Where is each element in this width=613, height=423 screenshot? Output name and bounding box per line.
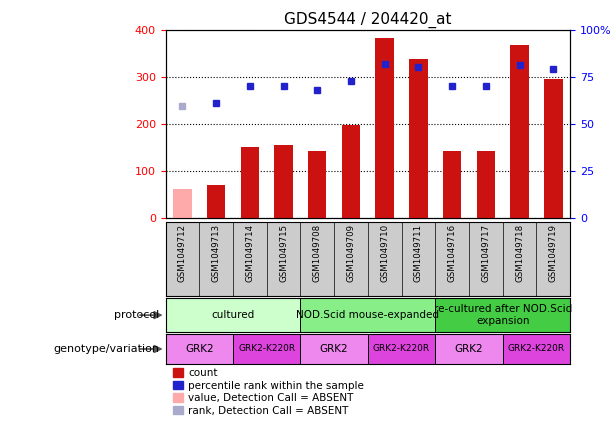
Text: GRK2: GRK2 [455, 344, 483, 354]
Text: GSM1049709: GSM1049709 [346, 224, 356, 282]
Bar [274, 145, 293, 218]
Text: GSM1049715: GSM1049715 [279, 224, 288, 283]
Bar [207, 185, 226, 218]
Bar [503, 334, 570, 364]
Bar [240, 147, 259, 218]
Bar [173, 189, 192, 218]
Text: GSM1049716: GSM1049716 [447, 224, 457, 283]
Bar [233, 334, 300, 364]
Text: GRK2-K220R: GRK2-K220R [508, 344, 565, 354]
Text: genotype/variation: genotype/variation [53, 344, 159, 354]
Bar [368, 334, 435, 364]
Text: GSM1049708: GSM1049708 [313, 224, 322, 283]
Bar [300, 334, 368, 364]
Text: GRK2: GRK2 [320, 344, 348, 354]
Text: GSM1049719: GSM1049719 [549, 224, 558, 282]
Bar [435, 298, 570, 332]
Text: GSM1049710: GSM1049710 [380, 224, 389, 283]
Text: protocol: protocol [114, 310, 159, 320]
Bar [166, 334, 233, 364]
Bar [166, 298, 300, 332]
Text: GRK2-K220R: GRK2-K220R [238, 344, 295, 354]
Text: GSM1049717: GSM1049717 [481, 224, 490, 283]
Legend: count, percentile rank within the sample, value, Detection Call = ABSENT, rank, : count, percentile rank within the sample… [170, 366, 367, 418]
Text: GSM1049711: GSM1049711 [414, 224, 423, 283]
Text: GRK2-K220R: GRK2-K220R [373, 344, 430, 354]
Text: NOD.Scid mouse-expanded: NOD.Scid mouse-expanded [296, 310, 440, 320]
Bar [544, 79, 563, 218]
Bar [341, 125, 360, 218]
Text: re-cultured after NOD.Scid
expansion: re-cultured after NOD.Scid expansion [433, 304, 572, 326]
Text: GSM1049718: GSM1049718 [515, 224, 524, 283]
Text: GSM1049713: GSM1049713 [211, 224, 221, 283]
Bar [409, 59, 428, 218]
Text: GRK2: GRK2 [185, 344, 213, 354]
Text: GSM1049712: GSM1049712 [178, 224, 187, 283]
Bar [510, 45, 529, 218]
Bar [375, 38, 394, 218]
Bar [443, 151, 462, 218]
Bar [476, 151, 495, 218]
Text: cultured: cultured [211, 310, 254, 320]
Bar [308, 151, 327, 218]
Text: GSM1049714: GSM1049714 [245, 224, 254, 283]
Bar [300, 298, 435, 332]
Bar [435, 334, 503, 364]
Title: GDS4544 / 204420_at: GDS4544 / 204420_at [284, 12, 452, 28]
